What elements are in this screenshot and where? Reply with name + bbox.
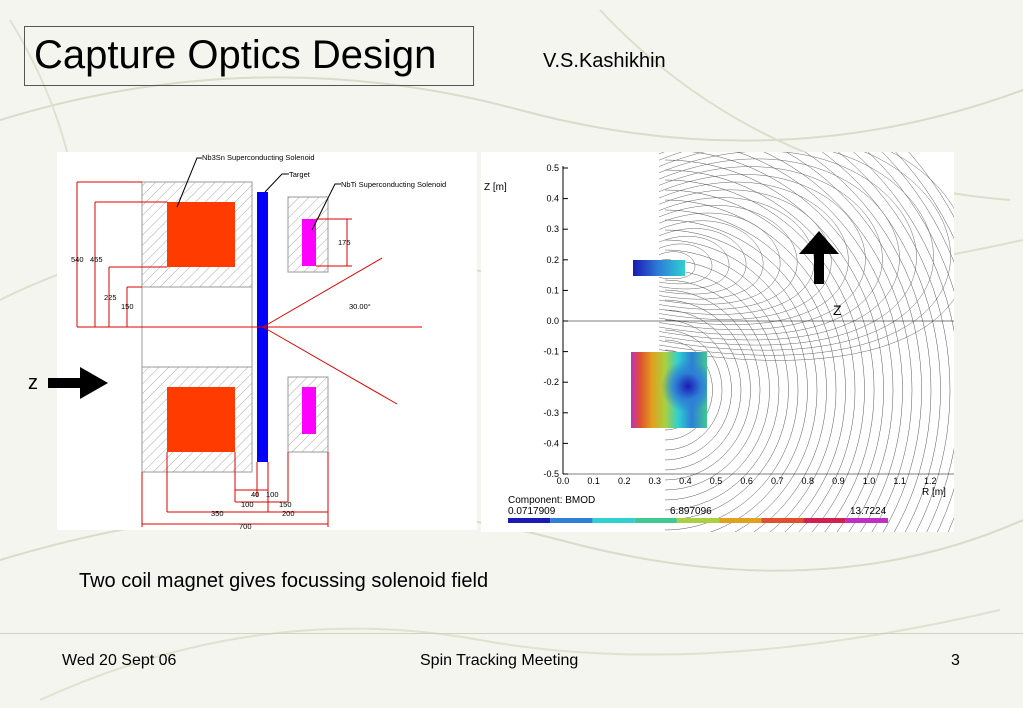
nb3sn-label: Nb3Sn Superconducting Solenoid xyxy=(202,153,315,162)
z-tick-label: -0.5 xyxy=(543,469,559,479)
upper-coil-field-map xyxy=(633,260,685,276)
dim-150: 150 xyxy=(121,302,134,311)
field-plot: 0.5 0.4 0.3 0.2 0.1 0.0 -0.1 -0.2 -0.3 -0.4 -0.5 0… xyxy=(484,39,998,708)
dim-225: 225 xyxy=(104,293,117,302)
r-tick-label: 0.5 xyxy=(710,476,723,486)
scale-min: 0.0717909 xyxy=(508,506,556,517)
up-arrow-icon xyxy=(799,231,839,284)
r-tick-label: 0.4 xyxy=(679,476,692,486)
field-line xyxy=(664,69,970,708)
r-tick-label: 1.2 xyxy=(924,476,937,486)
color-scale-bar xyxy=(508,518,888,523)
dim-100a: 100 xyxy=(266,490,279,499)
scale-segment xyxy=(761,518,804,523)
nbti-coil-upper xyxy=(302,219,316,266)
dim-175: 175 xyxy=(338,238,351,247)
r-tick-label: 1.0 xyxy=(863,476,876,486)
z-tick-label: 0.2 xyxy=(546,255,559,265)
nbti-label: NbTi Superconducting Solenoid xyxy=(341,180,446,189)
dim-100b: 100 xyxy=(241,500,254,509)
nb3sn-coil-lower xyxy=(167,387,235,452)
z-tick-label: 0.5 xyxy=(546,163,559,173)
field-line xyxy=(664,249,799,531)
z-tick-label: -0.3 xyxy=(543,408,559,418)
dim-465: 465 xyxy=(90,255,103,264)
field-line xyxy=(658,158,900,341)
field-contours xyxy=(658,39,998,708)
field-line xyxy=(664,299,751,481)
scale-segment xyxy=(550,518,593,523)
component-label: Component: BMOD xyxy=(508,495,595,506)
r-tick-label: 0.9 xyxy=(832,476,845,486)
r-tick-label: 0.7 xyxy=(771,476,784,486)
angle-label: 30.00° xyxy=(349,302,371,311)
target-label: Target xyxy=(289,170,311,179)
dim-540: 540 xyxy=(71,255,84,264)
title-box xyxy=(24,26,474,86)
r-tick-label: 0.2 xyxy=(618,476,631,486)
magnet-drawing: Nb3Sn Superconducting Solenoid Target Nb… xyxy=(71,153,446,531)
field-line xyxy=(664,59,979,708)
field-plot-panel: 0.5 0.4 0.3 0.2 0.1 0.0 -0.1 -0.2 -0.3 -0.4 -0.5 0… xyxy=(481,39,998,708)
field-line xyxy=(664,279,770,501)
field-line xyxy=(664,339,713,441)
field-line xyxy=(664,239,808,541)
footer-divider xyxy=(0,633,1023,634)
r-tick-label: 0.8 xyxy=(802,476,815,486)
z-axis-label: z xyxy=(28,372,38,394)
scale-segment xyxy=(592,518,635,523)
nb3sn-coil-upper xyxy=(167,202,235,267)
z-tick-label: 0.3 xyxy=(546,224,559,234)
scale-segment xyxy=(803,518,846,523)
slide-caption: Two coil magnet gives focussing solenoid… xyxy=(79,570,489,592)
r-tick-label: 0.1 xyxy=(587,476,600,486)
z-tick-label: 0.0 xyxy=(546,316,559,326)
footer-meeting: Spin Tracking Meeting xyxy=(420,652,579,669)
r-axis-title: R [m] xyxy=(922,487,946,498)
dim-700: 700 xyxy=(239,522,252,530)
z-axis-title: Z [m] xyxy=(484,182,507,193)
field-line xyxy=(658,151,917,346)
scale-segment xyxy=(508,518,551,523)
z-tick-label: -0.2 xyxy=(543,377,559,387)
field-line xyxy=(664,49,989,708)
scale-mid: 6.897096 xyxy=(670,506,712,517)
scale-segment xyxy=(719,518,762,523)
slide-title: Capture Optics Design xyxy=(34,33,437,77)
nbti-coil-lower xyxy=(302,387,316,434)
dim-40: 40 xyxy=(251,490,259,499)
z-tick-label: 0.1 xyxy=(546,285,559,295)
field-line xyxy=(664,39,998,708)
r-tick-label: 1.1 xyxy=(893,476,906,486)
field-line xyxy=(658,174,866,330)
scale-max: 13.7224 xyxy=(850,506,887,517)
author-name: V.S.Kashikhin xyxy=(543,50,666,72)
z-tick-label: -0.4 xyxy=(543,438,559,448)
field-line xyxy=(664,259,789,521)
footer-date: Wed 20 Sept 06 xyxy=(62,652,177,669)
scale-segment xyxy=(845,518,888,523)
field-line xyxy=(664,289,761,491)
scale-segment xyxy=(634,518,677,523)
magnet-drawing-panel: Nb3Sn Superconducting Solenoid Target Nb… xyxy=(57,152,477,531)
z-tick-label: 0.4 xyxy=(546,194,559,204)
z-arrow-label: Z xyxy=(833,302,842,318)
field-line xyxy=(664,79,960,701)
field-line xyxy=(658,166,883,336)
right-arrow-icon xyxy=(48,367,108,399)
r-tick-label: 0.0 xyxy=(557,476,570,486)
dim-350: 350 xyxy=(211,509,224,518)
footer-page-number: 3 xyxy=(951,652,960,669)
z-direction-arrow: z xyxy=(28,367,108,399)
r-tick-label: 0.6 xyxy=(740,476,753,486)
field-line xyxy=(658,243,713,284)
dim-200: 200 xyxy=(282,509,295,518)
field-line xyxy=(664,229,818,551)
z-tick-label: -0.1 xyxy=(543,347,559,357)
r-tick-label: 0.3 xyxy=(649,476,662,486)
scale-segment xyxy=(676,518,720,523)
field-line xyxy=(664,269,780,511)
dim-150b: 150 xyxy=(279,500,292,509)
